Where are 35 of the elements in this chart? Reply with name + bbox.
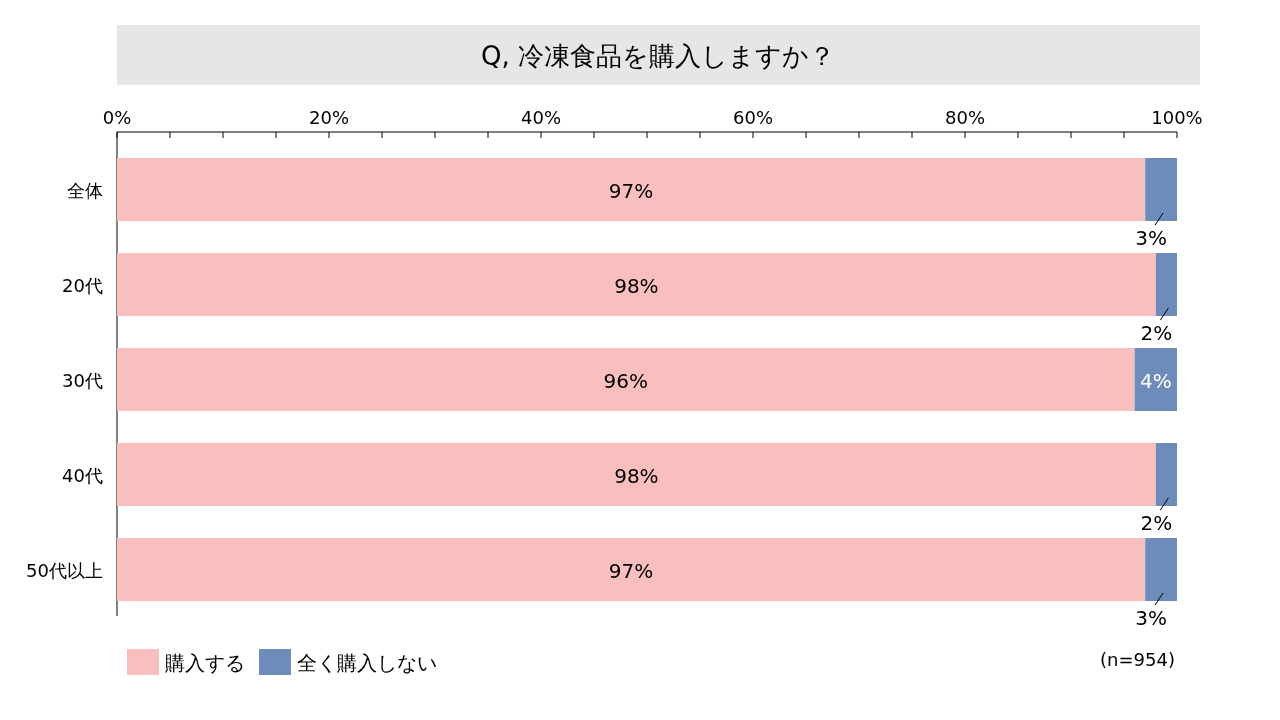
- x-tick-label: 40%: [520, 107, 562, 128]
- x-tick-label: 20%: [308, 107, 350, 128]
- bar: [117, 348, 1135, 411]
- bar: [1134, 348, 1177, 411]
- y-tick-label: 全体: [67, 179, 103, 201]
- text: (n=954): [1100, 649, 1175, 670]
- bar: [117, 253, 1156, 316]
- bar: [1155, 253, 1177, 316]
- x-tick-label: 0%: [102, 107, 132, 128]
- y-tick-label: 30代: [62, 369, 103, 391]
- x-tick-label: 60%: [732, 107, 774, 128]
- bar: [1145, 158, 1177, 221]
- data-label: 98%: [614, 273, 659, 298]
- legend-label: 全く購入しない: [297, 651, 437, 675]
- legend-label: 購入する: [165, 651, 245, 675]
- data-label: 98%: [614, 463, 659, 488]
- data-label: 2%: [1140, 321, 1173, 345]
- y-tick-label: 40代: [62, 464, 103, 486]
- bar: [1145, 538, 1177, 601]
- y-tick-label: 50代以上: [26, 559, 103, 581]
- y-tick-label: 20代: [62, 274, 103, 296]
- data-label: 3%: [1135, 226, 1167, 250]
- bar: [117, 443, 1156, 506]
- data-label: 2%: [1140, 511, 1173, 535]
- bar: [117, 158, 1146, 221]
- data-label: 97%: [608, 178, 654, 203]
- data-label: 3%: [1135, 606, 1167, 630]
- data-label: 97%: [608, 558, 654, 583]
- data-label: 96%: [603, 368, 649, 393]
- bar: [117, 538, 1146, 601]
- chart-title: Q, 冷凍食品を購入しますか？: [481, 41, 835, 71]
- data-label: 4%: [1139, 368, 1172, 393]
- x-tick-label: 100%: [1151, 107, 1203, 128]
- x-tick-label: 80%: [944, 107, 986, 128]
- bar: [1155, 443, 1177, 506]
